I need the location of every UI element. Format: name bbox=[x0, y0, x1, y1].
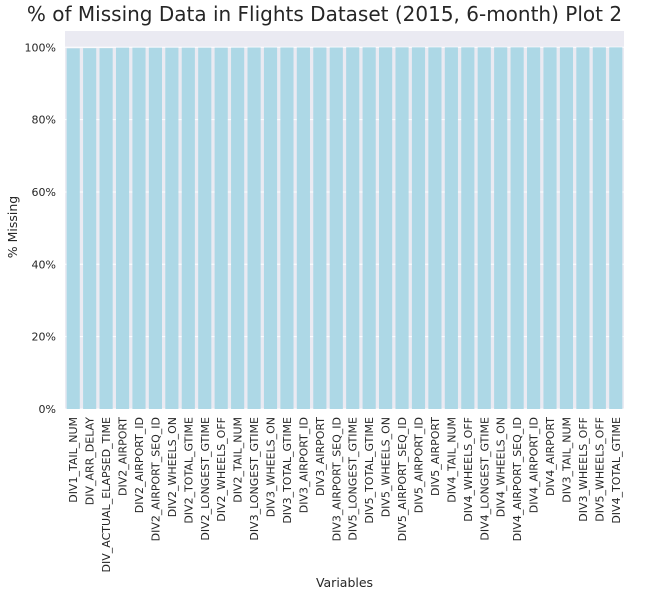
x-tick-label: DIV2_WHEELS_OFF bbox=[215, 417, 228, 522]
bar bbox=[395, 47, 409, 409]
bar bbox=[559, 47, 574, 409]
bar bbox=[543, 47, 557, 409]
y-tick-label: 80% bbox=[32, 114, 56, 127]
x-tick-label: DIV5_AIRPORT_SEQ_ID bbox=[396, 417, 409, 541]
y-tick-label: 60% bbox=[32, 186, 56, 199]
bar bbox=[362, 47, 376, 409]
bar bbox=[411, 47, 426, 409]
bar bbox=[346, 47, 360, 409]
x-tick-label: DIV2_LONGEST_GTIME bbox=[199, 417, 212, 541]
x-tick-label: DIV3_TAIL_NUM bbox=[560, 417, 573, 503]
x-tick-label: DIV4_AIRPORT_SEQ_ID bbox=[511, 417, 524, 541]
x-tick-label: DIV2_AIRPORT bbox=[117, 417, 130, 496]
y-tick-label: 100% bbox=[25, 41, 56, 54]
bar bbox=[247, 47, 261, 409]
bar bbox=[494, 47, 508, 409]
x-tick-label: DIV4_WHEELS_OFF bbox=[462, 417, 475, 522]
bar bbox=[99, 48, 113, 409]
x-tick-label: DIV4_WHEELS_ON bbox=[495, 417, 508, 517]
x-tick-label: DIV2_TOTAL_GTIME bbox=[182, 417, 195, 524]
bar bbox=[313, 47, 327, 409]
x-tick-label: DIV3_LONGEST_GTIME bbox=[248, 417, 261, 541]
x-tick-label: DIV1_TAIL_NUM bbox=[67, 417, 80, 503]
bar bbox=[66, 48, 80, 410]
bar bbox=[609, 47, 623, 409]
bar bbox=[181, 47, 195, 410]
x-tick-label: DIV5_LONGEST_GTIME bbox=[347, 417, 360, 541]
bar bbox=[198, 47, 212, 410]
bar bbox=[132, 47, 146, 410]
x-axis-ticks: DIV1_TAIL_NUM DIV_ARR_DELAY DIV_ACTUAL_ELA… bbox=[67, 417, 623, 573]
x-tick-label: DIV4_TOTAL_GTIME bbox=[610, 417, 623, 524]
x-axis-label: Variables bbox=[316, 575, 373, 590]
chart-title: % of Missing Data in Flights Dataset (20… bbox=[27, 2, 622, 26]
x-tick-label: DIV_ARR_DELAY bbox=[84, 417, 97, 506]
bar bbox=[576, 47, 590, 409]
bar bbox=[428, 47, 442, 409]
bar bbox=[263, 47, 278, 409]
y-tick-label: 0% bbox=[39, 403, 56, 416]
bar bbox=[231, 47, 245, 410]
x-tick-label: DIV2_WHEELS_ON bbox=[166, 417, 179, 517]
x-tick-label: DIV_ACTUAL_ELAPSED_TIME bbox=[100, 417, 113, 573]
bar bbox=[379, 47, 393, 409]
bar bbox=[444, 47, 458, 409]
x-tick-label: DIV3_TOTAL_GTIME bbox=[281, 417, 294, 524]
y-axis-ticks: 0% 20% 40% 60% 80% 100% bbox=[25, 41, 56, 416]
y-tick-label: 40% bbox=[32, 258, 56, 271]
x-tick-label: DIV5_AIRPORT_ID bbox=[412, 417, 425, 513]
x-tick-label: DIV2_AIRPORT_ID bbox=[133, 417, 146, 513]
bar bbox=[461, 47, 475, 409]
x-tick-label: DIV2_TAIL_NUM bbox=[232, 417, 245, 503]
bar bbox=[280, 47, 294, 409]
bar bbox=[115, 47, 130, 410]
bar bbox=[510, 47, 524, 409]
x-tick-label: DIV5_AIRPORT bbox=[429, 417, 442, 496]
x-tick-label: DIV4_AIRPORT_ID bbox=[528, 417, 541, 513]
y-tick-label: 20% bbox=[32, 331, 56, 344]
x-tick-label: DIV3_WHEELS_OFF bbox=[577, 417, 590, 522]
bar bbox=[477, 47, 491, 409]
x-tick-label: DIV4_AIRPORT bbox=[544, 417, 557, 496]
x-tick-label: DIV3_AIRPORT bbox=[314, 417, 327, 496]
bar bbox=[526, 47, 541, 409]
y-axis-label: % Missing bbox=[5, 196, 20, 258]
bars bbox=[66, 47, 623, 410]
x-tick-label: DIV5_WHEELS_ON bbox=[380, 417, 393, 517]
x-tick-label: DIV3_AIRPORT_SEQ_ID bbox=[330, 417, 343, 541]
x-tick-label: DIV4_LONGEST_GTIME bbox=[478, 417, 491, 541]
bar bbox=[148, 47, 163, 410]
bar bbox=[329, 47, 343, 409]
bar bbox=[83, 48, 97, 409]
bar bbox=[214, 47, 228, 410]
x-tick-label: DIV5_TOTAL_GTIME bbox=[363, 417, 376, 524]
x-tick-label: DIV3_WHEELS_ON bbox=[265, 417, 278, 517]
x-tick-label: DIV2_AIRPORT_SEQ_ID bbox=[149, 417, 162, 541]
bar bbox=[592, 47, 606, 409]
bar bbox=[296, 47, 310, 409]
x-tick-label: DIV3_AIRPORT_ID bbox=[297, 417, 310, 513]
x-tick-label: DIV4_TAIL_NUM bbox=[445, 417, 458, 503]
bar bbox=[165, 47, 179, 410]
x-tick-label: DIV5_WHEELS_OFF bbox=[593, 417, 606, 522]
